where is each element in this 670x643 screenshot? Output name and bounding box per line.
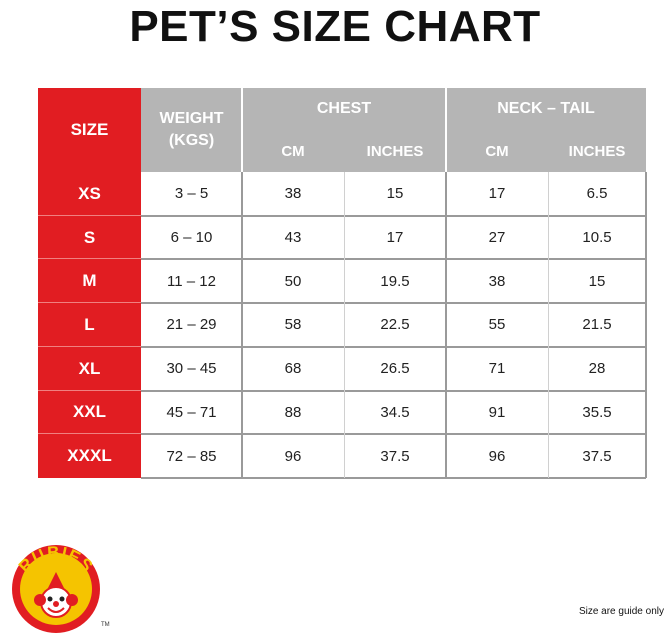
row-divider bbox=[141, 433, 646, 436]
table-cell: 68 bbox=[284, 360, 302, 378]
column-divider bbox=[645, 172, 647, 478]
table-cell: 58 bbox=[284, 316, 302, 334]
column-divider bbox=[344, 172, 345, 478]
column-divider bbox=[241, 172, 243, 478]
table-cell: 17 bbox=[488, 185, 506, 203]
size-label: M bbox=[38, 259, 141, 304]
table-cell: 6 – 10 bbox=[170, 229, 213, 247]
header-weight: WEIGHT (KGS) bbox=[141, 88, 242, 172]
size-divider bbox=[38, 214, 141, 216]
page-title: PET’S SIZE CHART bbox=[129, 2, 541, 51]
table-cell: 72 – 85 bbox=[166, 447, 217, 465]
table-cell: 38 bbox=[284, 185, 302, 203]
header-neck-cm: CM bbox=[446, 130, 548, 172]
table-cell: 15 bbox=[386, 185, 404, 203]
table-cell: 26.5 bbox=[380, 360, 410, 378]
header-neck-inches: INCHES bbox=[548, 130, 646, 172]
size-divider bbox=[38, 302, 141, 304]
row-divider bbox=[141, 389, 646, 392]
table-cell: 91 bbox=[488, 403, 506, 421]
table-cell: 30 – 45 bbox=[166, 360, 217, 378]
size-chart-table: SIZE WEIGHT (KGS) CHEST NECK – TAIL CM I… bbox=[38, 88, 647, 479]
column-divider bbox=[548, 172, 549, 478]
table-cell: 15 bbox=[588, 272, 606, 290]
table-cell: 45 – 71 bbox=[166, 403, 217, 421]
rubies-logo: RUBIES TM bbox=[12, 543, 110, 633]
row-divider bbox=[141, 476, 646, 479]
table-cell: 71 bbox=[488, 360, 506, 378]
size-divider bbox=[38, 389, 141, 391]
table-cell: 96 bbox=[488, 447, 506, 465]
size-divider bbox=[38, 345, 141, 347]
table-cell: 34.5 bbox=[380, 403, 410, 421]
table-cell: 28 bbox=[588, 360, 606, 378]
row-divider bbox=[141, 345, 646, 348]
header-chest-inches: INCHES bbox=[344, 130, 446, 172]
table-cell: 96 bbox=[284, 447, 302, 465]
table-cell: 55 bbox=[488, 316, 506, 334]
table-cell: 3 – 5 bbox=[174, 185, 209, 203]
size-divider bbox=[38, 258, 141, 260]
table-cell: 11 – 12 bbox=[167, 272, 216, 290]
table-cell: 50 bbox=[284, 272, 302, 290]
size-label: S bbox=[38, 215, 141, 260]
row-divider bbox=[141, 214, 646, 217]
header-weight-line1: WEIGHT bbox=[159, 110, 224, 127]
table-cell: 88 bbox=[284, 403, 302, 421]
column-divider bbox=[445, 172, 447, 478]
table-cell: 37.5 bbox=[380, 447, 410, 465]
table-cell: 21 – 29 bbox=[166, 316, 217, 334]
header-weight-line2: (KGS) bbox=[168, 132, 215, 149]
table-cell: 6.5 bbox=[586, 185, 608, 203]
row-divider bbox=[141, 302, 646, 305]
table-cell: 17 bbox=[386, 229, 404, 247]
row-divider bbox=[141, 258, 646, 261]
table-cell: 19.5 bbox=[380, 272, 410, 290]
header-divider bbox=[241, 88, 243, 172]
header-divider bbox=[445, 88, 447, 172]
header-neck-tail: NECK – TAIL bbox=[446, 88, 646, 130]
size-label: L bbox=[38, 303, 141, 347]
table-cell: 37.5 bbox=[582, 447, 612, 465]
size-label: XS bbox=[38, 172, 141, 216]
logo-trademark: TM bbox=[101, 622, 110, 628]
header-size: SIZE bbox=[38, 88, 141, 172]
table-cell: 35.5 bbox=[582, 403, 612, 421]
size-label: XXXL bbox=[38, 434, 141, 478]
table-cell: 22.5 bbox=[380, 316, 410, 334]
size-divider bbox=[38, 433, 141, 435]
size-label: XXL bbox=[38, 390, 141, 435]
table-cell: 21.5 bbox=[582, 316, 612, 334]
table-cell: 10.5 bbox=[582, 229, 612, 247]
size-guide-note: Size are guide only bbox=[578, 606, 664, 617]
header-chest-cm: CM bbox=[242, 130, 344, 172]
table-cell: 43 bbox=[284, 229, 302, 247]
header-chest: CHEST bbox=[242, 88, 446, 130]
clown-face-icon bbox=[34, 572, 78, 618]
table-cell: 38 bbox=[488, 272, 506, 290]
size-label: XL bbox=[38, 346, 141, 391]
table-cell: 27 bbox=[488, 229, 506, 247]
